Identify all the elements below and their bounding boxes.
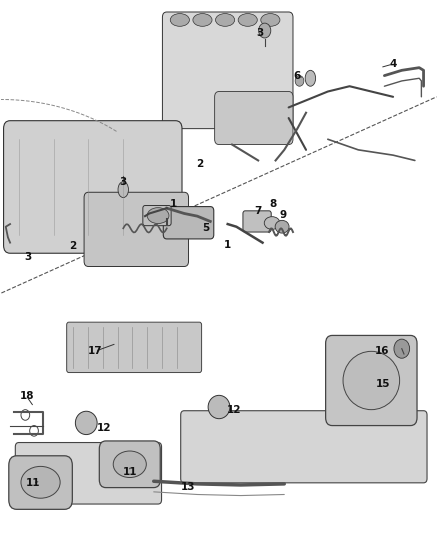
Text: 13: 13 [181,481,196,491]
Ellipse shape [113,451,146,478]
Ellipse shape [21,466,60,498]
Ellipse shape [30,425,39,436]
Text: 1: 1 [170,199,177,209]
Text: 17: 17 [88,346,102,357]
Text: 16: 16 [375,346,389,357]
FancyBboxPatch shape [325,335,417,425]
Text: 4: 4 [389,59,397,69]
Text: 8: 8 [270,199,277,209]
Text: 3: 3 [120,176,127,187]
FancyBboxPatch shape [162,12,293,128]
FancyBboxPatch shape [9,456,72,510]
Text: 18: 18 [19,391,34,401]
Ellipse shape [118,182,128,198]
Text: 3: 3 [257,28,264,38]
FancyBboxPatch shape [163,207,214,239]
Text: 3: 3 [25,252,32,262]
Ellipse shape [208,395,230,419]
FancyBboxPatch shape [243,211,271,232]
FancyBboxPatch shape [67,322,201,373]
Ellipse shape [21,410,30,420]
Text: 2: 2 [196,159,203,169]
Ellipse shape [75,411,97,434]
Text: 11: 11 [25,478,40,488]
Ellipse shape [193,13,212,26]
Ellipse shape [261,13,280,26]
FancyBboxPatch shape [143,206,171,225]
Ellipse shape [343,351,399,410]
Text: 9: 9 [280,209,287,220]
Ellipse shape [394,339,410,358]
Text: 1: 1 [224,240,231,251]
Ellipse shape [215,13,235,26]
FancyBboxPatch shape [99,441,160,488]
FancyBboxPatch shape [15,442,162,504]
Text: 12: 12 [96,423,111,433]
Text: 11: 11 [123,467,137,477]
FancyBboxPatch shape [4,120,182,253]
Ellipse shape [295,76,304,86]
Text: 15: 15 [376,379,391,389]
Text: 12: 12 [227,405,241,415]
Text: 7: 7 [254,206,262,216]
Text: 2: 2 [70,241,77,252]
Ellipse shape [305,70,316,86]
Text: 5: 5 [202,223,209,233]
Text: 6: 6 [294,70,301,80]
Ellipse shape [238,13,257,26]
FancyBboxPatch shape [215,92,293,144]
Ellipse shape [147,208,169,223]
Ellipse shape [264,216,280,229]
Ellipse shape [170,13,189,26]
FancyBboxPatch shape [181,411,427,483]
Ellipse shape [258,23,271,38]
FancyBboxPatch shape [84,192,188,266]
Ellipse shape [275,220,289,233]
